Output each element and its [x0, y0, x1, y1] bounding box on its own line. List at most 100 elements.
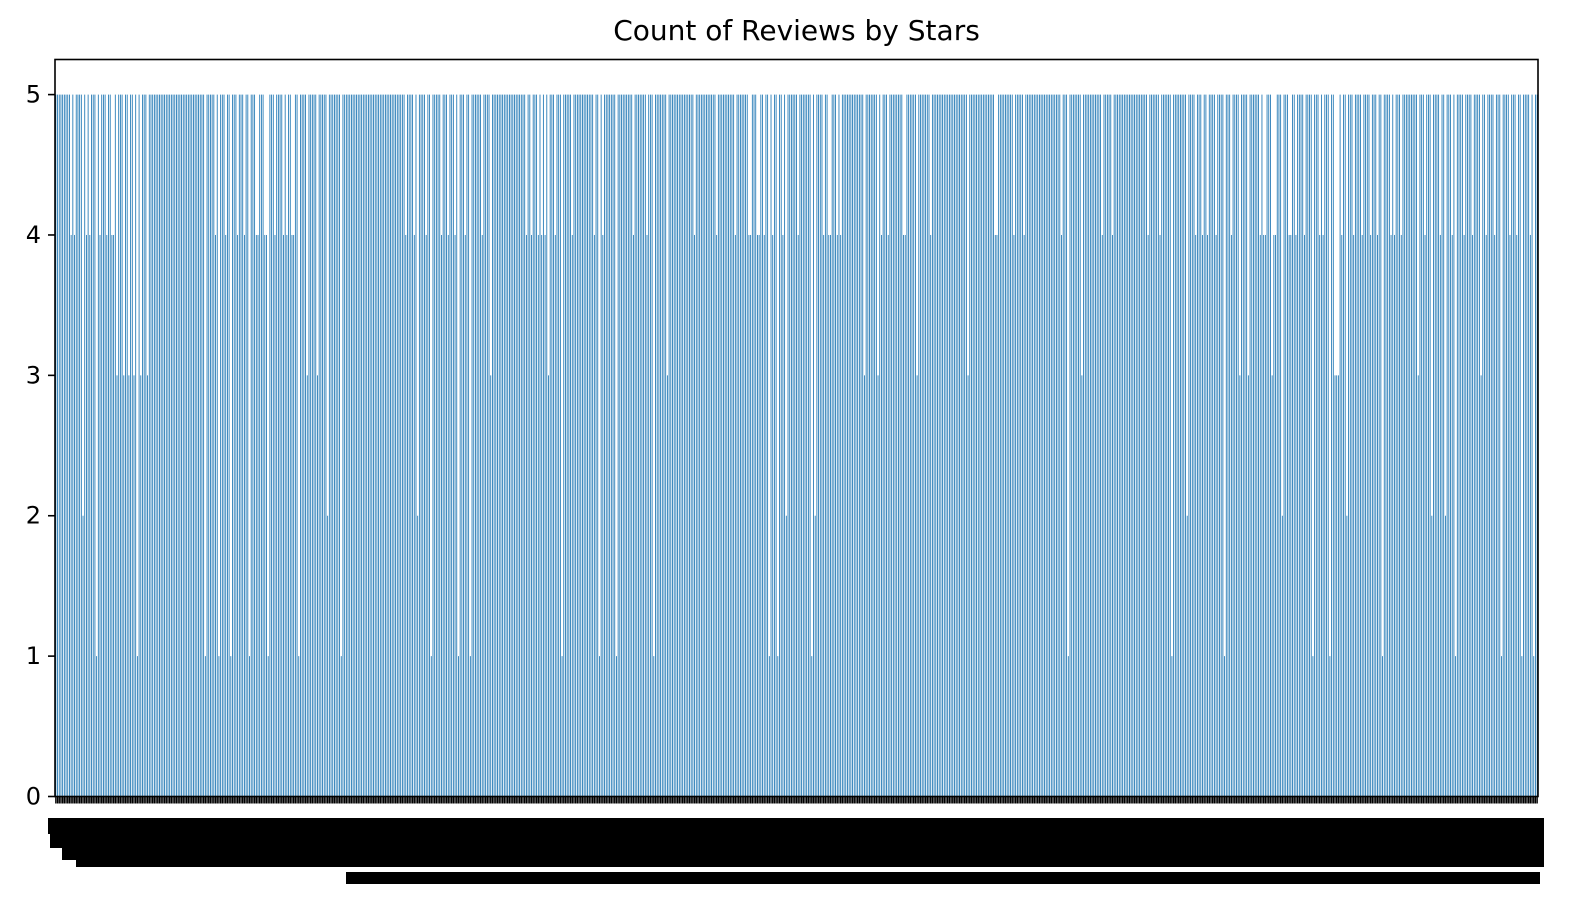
bar — [245, 94, 247, 797]
bar — [1105, 94, 1107, 797]
bar — [745, 94, 746, 797]
bar — [408, 94, 410, 797]
bar — [58, 94, 60, 797]
bar — [1473, 94, 1475, 797]
bar — [952, 94, 954, 797]
bar — [976, 94, 977, 797]
bar — [797, 234, 799, 797]
bar — [1314, 94, 1316, 797]
bar — [1494, 234, 1496, 797]
bar — [838, 94, 840, 797]
bar — [707, 94, 709, 797]
bar — [1176, 94, 1178, 797]
bar — [1171, 656, 1173, 797]
bar — [1234, 94, 1236, 797]
bar — [794, 94, 796, 797]
bar — [226, 94, 228, 797]
bar — [845, 94, 847, 797]
bar — [792, 94, 794, 797]
bar — [152, 94, 154, 797]
bar — [675, 94, 677, 797]
bar — [762, 94, 763, 797]
bar — [254, 94, 256, 797]
bar — [909, 94, 911, 797]
bar — [172, 94, 174, 797]
bar — [75, 94, 77, 797]
bar — [583, 94, 585, 797]
bar — [898, 94, 899, 797]
bar — [429, 94, 430, 797]
bar — [140, 375, 142, 797]
bar — [982, 94, 984, 797]
bar — [690, 94, 692, 797]
bar — [549, 94, 551, 797]
bar — [740, 94, 741, 797]
bar — [960, 94, 962, 797]
bar — [784, 94, 786, 797]
bar — [267, 656, 269, 797]
bar — [923, 94, 925, 797]
bar — [643, 94, 645, 797]
bar — [1281, 515, 1283, 797]
bar — [87, 94, 89, 797]
bar — [454, 234, 456, 797]
bar — [660, 94, 662, 797]
bar — [1251, 94, 1253, 797]
bar — [947, 94, 949, 797]
bar — [1089, 94, 1091, 797]
bar — [753, 94, 755, 797]
x-tick-labels-illegible — [62, 848, 1544, 860]
bar — [816, 94, 818, 797]
bar — [940, 94, 942, 797]
bar — [340, 656, 342, 797]
bar — [1392, 94, 1394, 797]
bar — [451, 94, 453, 797]
bar — [1210, 94, 1212, 797]
bar — [767, 94, 769, 797]
bar — [607, 94, 609, 797]
bar — [894, 94, 896, 797]
bar — [612, 94, 614, 797]
bar — [969, 94, 971, 797]
bar — [1074, 94, 1076, 797]
bar — [1399, 94, 1400, 797]
bar — [1327, 94, 1329, 797]
bar — [689, 94, 690, 797]
bar — [386, 94, 388, 797]
bar — [1484, 94, 1485, 797]
bar — [656, 94, 658, 797]
bar — [1280, 94, 1282, 797]
bar — [1266, 94, 1268, 797]
bar — [473, 94, 475, 797]
bar — [818, 94, 820, 797]
bar — [500, 94, 502, 797]
bar — [984, 94, 986, 797]
bar — [780, 94, 782, 797]
bar — [1336, 375, 1338, 797]
bar — [1152, 94, 1154, 797]
bar — [848, 94, 850, 797]
bar — [442, 94, 444, 797]
bar — [1422, 94, 1424, 797]
bar — [446, 94, 447, 797]
bar — [621, 94, 622, 797]
bar — [1118, 94, 1120, 797]
bar — [1285, 94, 1287, 797]
plot-frame — [54, 58, 1539, 798]
bar — [785, 515, 787, 797]
bar — [950, 94, 952, 797]
bar — [1351, 94, 1353, 797]
bar — [126, 94, 128, 797]
bar — [948, 94, 950, 797]
bar — [502, 94, 504, 797]
bar — [179, 94, 181, 797]
bar — [407, 94, 408, 797]
bar — [298, 656, 300, 797]
x-tick-labels-illegible — [76, 859, 1544, 867]
bar — [495, 94, 497, 797]
bar — [444, 94, 446, 797]
bar — [475, 94, 476, 797]
bar — [488, 94, 490, 797]
bar — [1188, 94, 1190, 797]
bar — [1361, 234, 1363, 797]
